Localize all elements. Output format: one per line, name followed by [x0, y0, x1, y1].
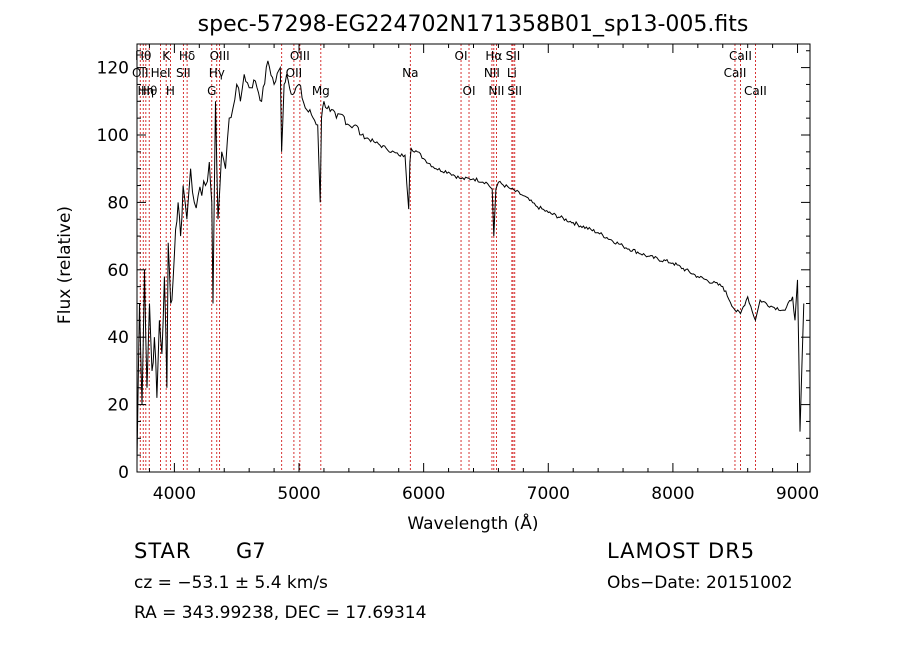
line-label: Hθ	[135, 49, 151, 63]
line-label: G	[207, 84, 216, 98]
y-axis-ticks: 0 20 40 60 80 100 120	[97, 50, 810, 483]
x-tick-label: 5000	[277, 484, 320, 504]
line-label: OI	[455, 49, 468, 63]
line-label: OII	[132, 66, 149, 80]
redshift-velocity: cz = −53.1 ± 5.4 km/s	[134, 573, 328, 593]
line-label: K	[162, 49, 171, 63]
y-tick-label: 120	[97, 59, 129, 79]
line-label: OIII	[210, 49, 230, 63]
spectral-line-markers	[139, 44, 756, 472]
y-tick-label: 60	[107, 261, 129, 281]
line-label: NII	[484, 66, 500, 80]
chart-title: spec-57298-EG224702N171358B01_sp13-005.f…	[198, 12, 749, 37]
line-label: OI	[463, 84, 476, 98]
coordinates: RA = 343.99238, DEC = 17.69314	[134, 603, 427, 623]
line-label: OIII	[290, 49, 310, 63]
line-label: SII	[506, 49, 521, 63]
x-tick-label: 8000	[651, 484, 694, 504]
y-tick-label: 80	[107, 193, 129, 213]
survey-name: LAMOST DR5	[607, 539, 756, 563]
line-label: Hδ	[179, 49, 195, 63]
line-label: CaII	[724, 66, 747, 80]
line-label: Hθ	[141, 84, 157, 98]
object-subclass: G7	[236, 539, 266, 563]
x-tick-label: 4000	[153, 484, 196, 504]
line-label: Hη	[138, 84, 155, 98]
line-label: HeI	[151, 66, 171, 80]
line-label: SII	[507, 84, 522, 98]
x-tick-label: 7000	[527, 484, 570, 504]
line-label: Hα	[485, 49, 502, 63]
y-tick-label: 100	[97, 126, 129, 146]
object-class: STAR	[134, 539, 192, 563]
x-tick-label: 6000	[402, 484, 445, 504]
line-label: Mg	[312, 84, 330, 98]
y-tick-label: 0	[118, 463, 129, 483]
spectral-line-labels: OIIHθHηHθHeIKHSIIHδGHγOIIIOIIOIIIMgNaOIO…	[132, 49, 767, 98]
line-label: SII	[176, 66, 191, 80]
line-label: NII	[488, 84, 504, 98]
y-tick-label: 40	[107, 328, 129, 348]
line-label: Li	[507, 66, 517, 80]
line-label: OII	[286, 66, 303, 80]
x-axis-label: Wavelength (Å)	[407, 512, 538, 534]
line-label: Hγ	[209, 66, 225, 80]
x-tick-label: 9000	[776, 484, 819, 504]
y-axis-label: Flux (relative)	[55, 206, 75, 324]
x-axis-ticks: 4000 5000 6000 7000 8000 9000	[148, 44, 819, 504]
line-label: CaII	[744, 84, 767, 98]
line-label: CaII	[729, 49, 752, 63]
line-label: Na	[402, 66, 418, 80]
line-label: H	[166, 84, 175, 98]
plot-frame	[136, 43, 811, 473]
spectrum-series-line	[136, 60, 805, 462]
y-tick-label: 20	[107, 396, 129, 416]
observation-date: Obs−Date: 20151002	[607, 573, 793, 593]
